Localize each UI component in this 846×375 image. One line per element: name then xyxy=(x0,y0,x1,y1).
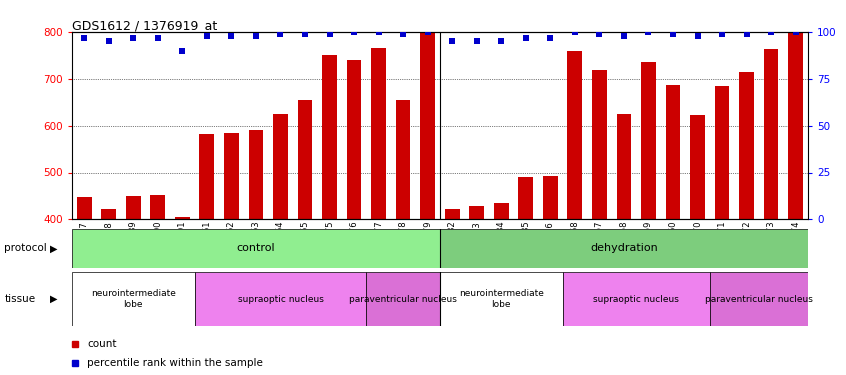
Bar xyxy=(366,272,440,326)
Text: neurointermediate
lobe: neurointermediate lobe xyxy=(459,290,544,309)
Bar xyxy=(592,70,607,219)
Bar xyxy=(298,100,312,219)
Bar xyxy=(666,85,680,219)
Bar xyxy=(494,203,508,219)
Text: control: control xyxy=(237,243,275,254)
Bar xyxy=(690,115,705,219)
Bar xyxy=(519,177,533,219)
Text: ▶: ▶ xyxy=(50,243,57,254)
Bar xyxy=(641,62,656,219)
Text: percentile rank within the sample: percentile rank within the sample xyxy=(87,358,263,368)
Bar xyxy=(617,114,631,219)
Text: tissue: tissue xyxy=(4,294,36,304)
Bar xyxy=(739,72,754,219)
Bar xyxy=(224,133,239,219)
Text: paraventricular nucleus: paraventricular nucleus xyxy=(349,295,457,304)
Bar xyxy=(77,197,91,219)
Bar xyxy=(563,272,710,326)
Bar xyxy=(322,56,337,219)
Bar xyxy=(72,229,440,268)
Bar xyxy=(440,229,808,268)
Bar xyxy=(126,196,140,219)
Bar xyxy=(273,114,288,219)
Bar xyxy=(440,272,563,326)
Text: count: count xyxy=(87,339,117,349)
Text: paraventricular nucleus: paraventricular nucleus xyxy=(705,295,813,304)
Bar xyxy=(347,60,361,219)
Bar xyxy=(371,48,386,219)
Bar xyxy=(710,272,808,326)
Bar xyxy=(788,32,803,219)
Bar xyxy=(715,86,729,219)
Bar xyxy=(543,176,558,219)
Bar xyxy=(764,49,778,219)
Text: supraoptic nucleus: supraoptic nucleus xyxy=(238,295,323,304)
Bar xyxy=(249,130,263,219)
Bar xyxy=(200,134,214,219)
Bar xyxy=(568,51,582,219)
Bar xyxy=(102,209,116,219)
Bar xyxy=(470,206,484,219)
Bar xyxy=(175,217,190,219)
Bar xyxy=(151,195,165,219)
Bar xyxy=(420,32,435,219)
Text: supraoptic nucleus: supraoptic nucleus xyxy=(593,295,679,304)
Text: ▶: ▶ xyxy=(50,294,57,304)
Bar xyxy=(72,272,195,326)
Bar xyxy=(396,100,410,219)
Text: dehydration: dehydration xyxy=(590,243,658,254)
Text: neurointermediate
lobe: neurointermediate lobe xyxy=(91,290,176,309)
Bar xyxy=(195,272,366,326)
Text: GDS1612 / 1376919_at: GDS1612 / 1376919_at xyxy=(72,19,217,32)
Text: protocol: protocol xyxy=(4,243,47,254)
Bar xyxy=(445,209,459,219)
